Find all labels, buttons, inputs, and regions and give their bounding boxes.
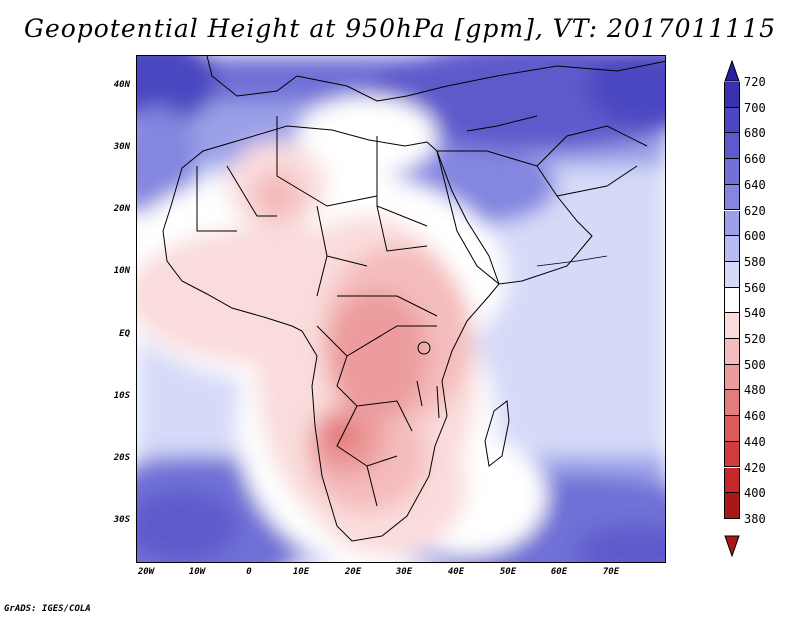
- lon-label-20e: 20E: [344, 567, 362, 577]
- colorbar-label: 640: [744, 177, 766, 192]
- lat-label-eq: EQ: [119, 329, 130, 339]
- colorbar-label: 380: [744, 511, 766, 526]
- colorbar-label: 560: [744, 280, 766, 295]
- lon-label-50e: 50E: [499, 567, 517, 577]
- lon-label-70e: 70E: [602, 567, 620, 577]
- grads-credit: GrADS: IGES/COLA: [4, 604, 91, 614]
- coastlines-and-borders: [162, 56, 665, 542]
- lat-label-20s: 20S: [113, 453, 130, 463]
- colorbar-segment: [724, 107, 740, 134]
- colorbar-segment: [724, 82, 740, 108]
- colorbar-label: 620: [744, 203, 766, 218]
- lon-label-40e: 40E: [447, 567, 465, 577]
- lat-label-10s: 10S: [113, 391, 130, 401]
- colorbar-label: 400: [744, 486, 766, 501]
- colorbar-segment: [724, 210, 740, 237]
- lon-label-60e: 60E: [550, 567, 568, 577]
- colorbar-label: 500: [744, 357, 766, 372]
- lon-label-0: 0: [246, 567, 252, 577]
- colorbar-label: 480: [744, 383, 766, 398]
- colorbar-segment: [724, 364, 740, 391]
- colorbar-segment: [724, 184, 740, 211]
- colorbar-segment: [724, 493, 740, 519]
- map-plot-area[interactable]: [136, 55, 666, 563]
- colorbar-label: 440: [744, 434, 766, 449]
- colorbar-segment: [724, 313, 740, 339]
- colorbar-bottom-arrow: [724, 535, 740, 557]
- colorbar-segment: [724, 261, 740, 288]
- colorbar-segment: [724, 287, 740, 314]
- lat-label-10n: 10N: [113, 266, 130, 276]
- map-title: Geopotential Height at 950hPa [gpm], VT:…: [23, 14, 777, 43]
- colorbar-label: 540: [744, 306, 766, 321]
- lat-label-20n: 20N: [113, 204, 130, 214]
- colorbar-label: 600: [744, 229, 766, 244]
- lat-label-40n: 40N: [113, 80, 130, 90]
- lat-label-30s: 30S: [113, 515, 130, 525]
- lon-label-30e: 30E: [395, 567, 413, 577]
- colorbar-segment: [724, 236, 740, 262]
- colorbar-segment: [724, 416, 740, 442]
- colorbar-label: 520: [744, 332, 766, 346]
- lat-label-30n: 30N: [113, 142, 130, 152]
- colorbar-segment: [724, 467, 740, 494]
- colorbar-top-arrow: [724, 60, 740, 82]
- colorbar-segment: [724, 133, 740, 160]
- lon-label-10w: 10W: [188, 567, 206, 577]
- colorbar-label: 420: [744, 460, 766, 475]
- colorbar-label: 680: [744, 126, 766, 141]
- colorbar-label: 660: [744, 152, 766, 167]
- colorbar-label: 720: [744, 75, 766, 89]
- colorbar-segment: [724, 339, 740, 365]
- colorbar-segment: [724, 390, 740, 417]
- colorbar-segment: [724, 159, 740, 185]
- lon-label-20w: 20W: [137, 567, 155, 577]
- colorbar-label: 580: [744, 254, 766, 269]
- geopotential-field: [137, 56, 665, 562]
- colorbar-segment: [724, 441, 740, 468]
- geopotential-field-map: [137, 56, 665, 562]
- colorbar-label: 460: [744, 409, 766, 424]
- lon-label-10e: 10E: [292, 567, 310, 577]
- colorbar-label: 700: [744, 100, 766, 115]
